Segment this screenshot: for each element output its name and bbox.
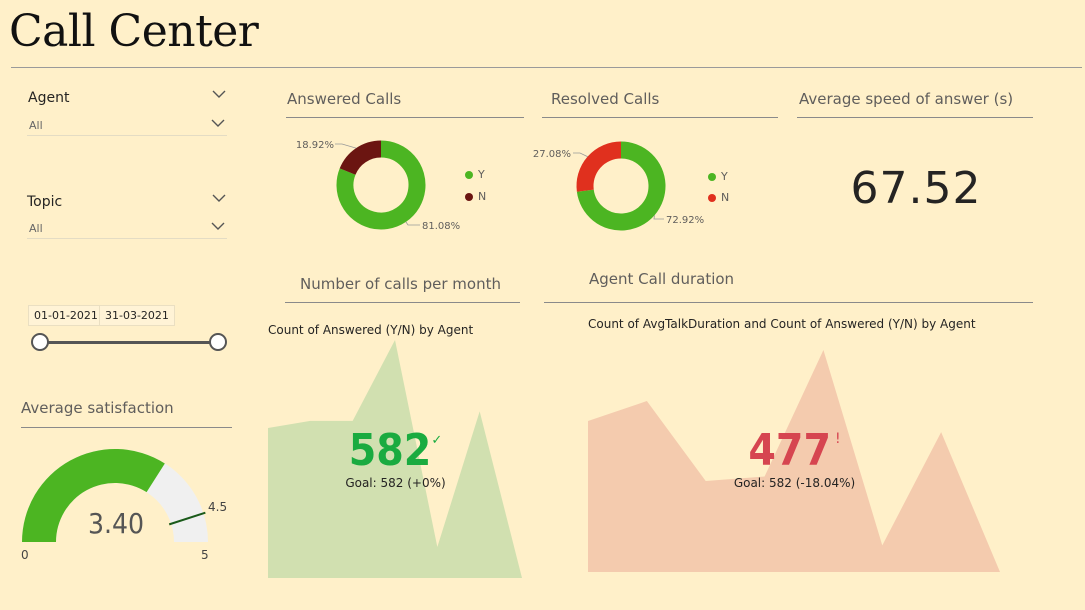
legend-dot-icon	[465, 192, 473, 201]
calls-area-shape	[268, 340, 522, 578]
check-icon: ✓	[431, 433, 443, 448]
legend-label: N	[721, 191, 730, 204]
donut-slice-n[interactable]	[339, 140, 382, 176]
donut-data-label: 72.92%	[666, 215, 704, 226]
legend-dot-icon	[708, 172, 716, 181]
donut-slice-n[interactable]	[576, 141, 622, 192]
leader-line	[335, 143, 357, 149]
resolved-calls-divider	[542, 117, 778, 118]
leader-line	[405, 221, 420, 226]
donut-data-label: 27.08%	[533, 149, 571, 160]
donut-slice-y[interactable]	[576, 141, 666, 231]
legend-dot-icon	[465, 170, 473, 179]
speed-of-answer-title: Average speed of answer (s)	[799, 90, 1014, 108]
donut-data-label: 81.08%	[422, 221, 460, 232]
answered-calls-divider	[286, 117, 524, 118]
satisfaction-value: 3.40	[87, 507, 145, 540]
date-end-input[interactable]: 31-03-2021	[99, 305, 175, 326]
duration-kpi-value: 477	[748, 425, 831, 476]
calls-per-month-divider	[285, 302, 520, 303]
calls-per-month-subtitle: Count of Answered (Y/N) by Agent	[268, 323, 474, 337]
answered-calls-donut: 81.08% 18.92%	[296, 140, 460, 232]
topic-filter-dropdown[interactable]: All	[27, 219, 227, 239]
gauge-target-label: 4.5	[208, 500, 228, 514]
legend-label: N	[478, 190, 487, 203]
speed-of-answer-divider	[797, 117, 1033, 118]
answered-legend-y[interactable]: Y	[465, 168, 485, 181]
calls-kpi-value: 582	[348, 425, 432, 476]
calls-kpi: 582✓	[268, 425, 523, 476]
calls-per-month-title: Number of calls per month	[300, 275, 501, 293]
donut-slice-y[interactable]	[336, 140, 426, 230]
speed-of-answer-value: 67.52	[850, 163, 982, 214]
legend-dot-icon	[708, 193, 716, 202]
resolved-legend-y[interactable]: Y	[708, 170, 728, 183]
title-divider	[11, 67, 1082, 68]
agent-filter-label: Agent	[28, 90, 70, 106]
calls-kpi-goal: Goal: 582 (+0%)	[345, 476, 446, 490]
agent-filter-dropdown[interactable]: All	[27, 116, 227, 136]
agent-call-duration-area-chart	[588, 350, 1000, 572]
agent-filter-collapse-icon[interactable]	[212, 88, 226, 102]
gauge-min-label: 0	[21, 548, 29, 562]
topic-filter-value: All	[29, 222, 43, 235]
date-slider-start-handle[interactable]	[31, 333, 49, 351]
donut-data-label: 18.92%	[296, 140, 334, 151]
legend-label: Y	[478, 168, 485, 181]
date-slider-track[interactable]	[40, 341, 220, 344]
date-start-input[interactable]: 01-01-2021	[28, 305, 104, 326]
calls-per-month-area-chart	[268, 340, 522, 578]
topic-filter-collapse-icon[interactable]	[212, 192, 226, 206]
legend-label: Y	[721, 170, 728, 183]
agent-call-duration-divider	[544, 302, 1033, 303]
duration-kpi: 477!	[588, 425, 1001, 476]
resolved-legend-n[interactable]: N	[708, 191, 729, 204]
topic-filter-label: Topic	[27, 194, 63, 210]
chevron-down-icon	[211, 117, 225, 131]
duration-kpi-goal: Goal: 582 (-18.04%)	[733, 476, 856, 490]
satisfaction-divider	[21, 427, 232, 428]
gauge-fill	[22, 449, 165, 542]
date-slider-end-handle[interactable]	[209, 333, 227, 351]
page-title: Call Center	[9, 6, 259, 57]
agent-filter-value: All	[29, 119, 43, 132]
duration-area-shape	[588, 350, 1000, 572]
gauge-max-label: 5	[201, 548, 209, 562]
agent-call-duration-subtitle: Count of AvgTalkDuration and Count of An…	[588, 317, 976, 331]
chevron-down-icon	[211, 220, 225, 234]
agent-call-duration-title: Agent Call duration	[589, 270, 735, 288]
resolved-calls-title: Resolved Calls	[551, 90, 660, 108]
answered-calls-title: Answered Calls	[287, 90, 402, 108]
resolved-calls-donut: 72.92% 27.08%	[533, 141, 704, 231]
satisfaction-gauge	[22, 449, 208, 542]
warning-icon: !	[835, 431, 841, 447]
leader-line	[573, 152, 588, 158]
answered-legend-n[interactable]: N	[465, 190, 486, 203]
gauge-target-marker	[168, 511, 206, 526]
satisfaction-title: Average satisfaction	[21, 399, 174, 417]
leader-line	[653, 215, 664, 220]
